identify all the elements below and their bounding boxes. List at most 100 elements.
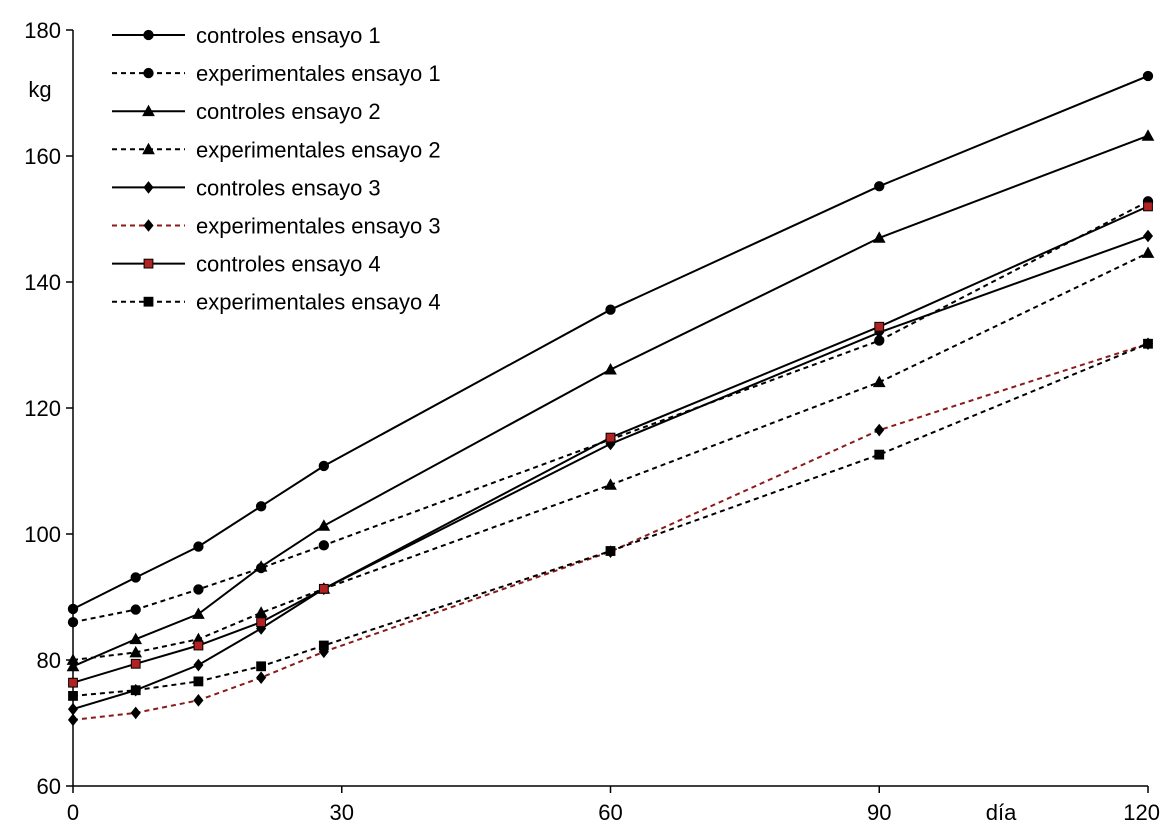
y-axis-title: kg: [28, 77, 51, 102]
x-axis-title: día: [986, 800, 1017, 825]
data-point: [67, 702, 79, 716]
legend-item: experimentales ensayo 2: [112, 137, 441, 162]
data-point: [256, 661, 267, 672]
data-point: [605, 432, 616, 443]
legend-item: controles ensayo 3: [112, 175, 381, 200]
legend-item: controles ensayo 2: [112, 99, 381, 124]
data-point: [317, 519, 331, 531]
series-line: [72, 200, 1149, 624]
data-point: [1142, 229, 1154, 243]
data-point: [318, 460, 330, 472]
series-line: [72, 342, 1149, 697]
legend-item: controles ensayo 1: [112, 23, 381, 48]
x-tick-label: 0: [67, 800, 79, 825]
legend-label: controles ensayo 4: [196, 252, 381, 277]
data-point: [143, 67, 154, 79]
data-point: [872, 231, 886, 243]
legend-label: experimentales ensayo 3: [196, 214, 441, 239]
y-tick-label: 180: [24, 18, 61, 43]
legend-item: experimentales ensayo 1: [112, 61, 441, 86]
data-point: [872, 375, 886, 388]
y-tick-label: 120: [24, 396, 61, 421]
x-tick-label: 90: [867, 800, 891, 825]
legend-label: controles ensayo 1: [196, 23, 381, 48]
data-point: [130, 685, 141, 696]
data-point: [1141, 246, 1155, 258]
y-tick-label: 100: [24, 522, 61, 547]
data-point: [68, 677, 78, 688]
data-point: [255, 501, 267, 512]
data-point: [130, 572, 141, 583]
data-point: [874, 181, 885, 192]
data-point: [142, 142, 155, 155]
data-point: [68, 691, 78, 701]
data-point: [129, 645, 143, 658]
data-point: [874, 449, 885, 460]
data-point: [193, 658, 204, 672]
legend-item: experimentales ensayo 3: [112, 214, 441, 239]
series-line: [72, 235, 1149, 711]
legend-label: controles ensayo 3: [196, 175, 381, 200]
legend-label: experimentales ensayo 2: [196, 137, 441, 162]
data-point: [66, 659, 80, 672]
x-tick-label: 30: [330, 800, 354, 825]
data-point: [318, 583, 329, 594]
data-point: [193, 694, 204, 707]
y-tick-label: 160: [24, 144, 61, 169]
data-point: [193, 676, 204, 687]
data-point: [874, 321, 885, 332]
data-point: [67, 713, 79, 727]
data-point: [67, 617, 79, 628]
data-point: [143, 258, 154, 269]
data-point: [605, 304, 616, 315]
data-point: [256, 617, 267, 628]
data-point: [318, 540, 330, 551]
data-point: [254, 560, 268, 572]
series-line: [72, 342, 1149, 721]
series-line: [72, 252, 1149, 661]
legend-item: controles ensayo 4: [112, 252, 381, 277]
data-point: [130, 658, 141, 669]
data-point: [130, 604, 141, 615]
series-line: [72, 205, 1149, 684]
data-point: [143, 296, 154, 307]
data-point: [1143, 201, 1153, 212]
legend-label: experimentales ensayo 1: [196, 61, 441, 86]
legend-label: controles ensayo 2: [196, 99, 381, 124]
y-tick-label: 60: [37, 774, 61, 799]
data-point: [254, 606, 268, 618]
data-point: [193, 541, 204, 552]
x-tick-label: 120: [1123, 800, 1160, 825]
data-point: [193, 640, 204, 651]
x-tick-label: 60: [598, 800, 622, 825]
series-7: [68, 201, 1153, 688]
legend-item: experimentales ensayo 4: [112, 290, 441, 315]
y-tick-label: 80: [37, 648, 61, 673]
data-point: [1142, 70, 1154, 82]
legend: controles ensayo 1 experimentales ensayo …: [112, 23, 441, 315]
axes: 60 80 100 120 140 160 180 0 30 60 90 120 kg día: [24, 18, 1160, 825]
series-8: [68, 338, 1153, 701]
data-point: [142, 104, 155, 117]
series-line: [72, 134, 1149, 668]
data-point: [67, 603, 79, 615]
data-point: [874, 423, 885, 437]
data-point: [1143, 338, 1153, 349]
data-point: [256, 671, 267, 684]
data-point: [193, 584, 204, 595]
data-point: [604, 363, 617, 375]
data-point: [66, 653, 80, 665]
series-layer: [66, 70, 1155, 727]
data-point: [130, 706, 141, 720]
legend-label: experimentales ensayo 4: [196, 290, 441, 315]
data-point: [192, 607, 205, 619]
series-6: [67, 337, 1154, 727]
data-point: [318, 640, 329, 651]
data-point: [605, 546, 616, 556]
data-point: [143, 219, 154, 232]
data-point: [143, 181, 154, 194]
y-tick-label: 140: [24, 270, 61, 295]
series-line: [72, 75, 1149, 610]
data-point: [143, 29, 154, 41]
